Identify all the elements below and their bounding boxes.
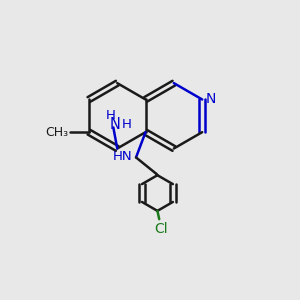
Text: Cl: Cl [154, 222, 168, 236]
Text: CH₃: CH₃ [45, 126, 68, 139]
Text: H: H [106, 109, 116, 122]
Text: H: H [122, 118, 132, 131]
Text: HN: HN [113, 150, 133, 163]
Text: N: N [206, 92, 216, 106]
Text: N: N [110, 117, 120, 132]
